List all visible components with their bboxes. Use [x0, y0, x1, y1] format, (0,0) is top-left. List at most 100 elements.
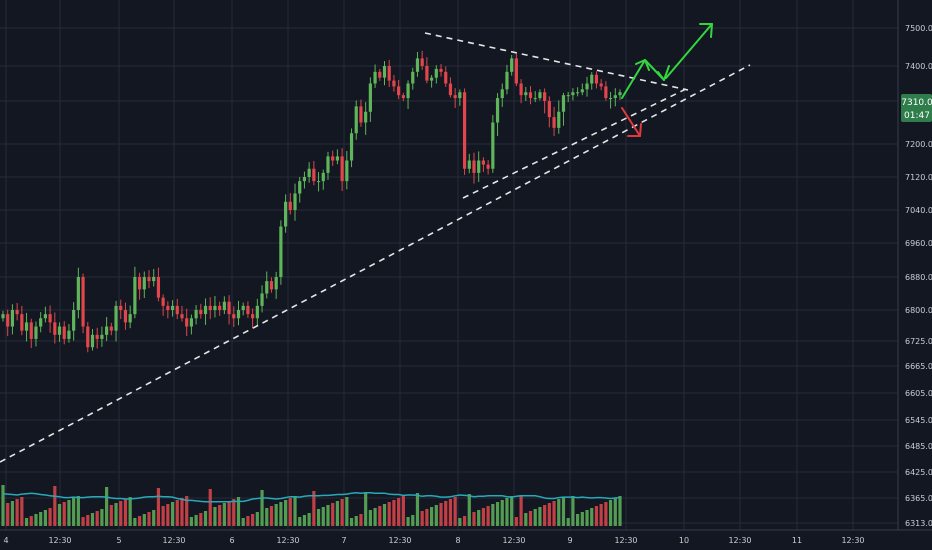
candle-body — [359, 106, 363, 123]
candle-body — [175, 305, 179, 315]
arrow-down-head — [627, 123, 642, 137]
volume-bar — [81, 517, 85, 526]
volume-bar — [218, 505, 222, 526]
candle-body — [39, 318, 43, 327]
volume-bar — [302, 515, 307, 526]
candle-body — [265, 281, 269, 294]
volume-bar — [547, 503, 551, 526]
candle-body — [495, 98, 500, 123]
volume-bar — [57, 504, 62, 526]
volume-bar — [364, 492, 368, 526]
candle-body — [420, 58, 424, 66]
volume-bar — [486, 506, 490, 526]
candle-body — [608, 98, 613, 100]
candle-body — [453, 95, 457, 99]
volume-bar — [100, 509, 104, 526]
candle-body — [552, 117, 556, 128]
x-tick-label: 9 — [567, 536, 572, 545]
candle-body — [218, 305, 222, 310]
volume-bar — [580, 512, 584, 526]
candle-body — [373, 71, 377, 84]
volume-bar — [538, 507, 542, 526]
arrow-breakout-path — [665, 23, 713, 79]
candle-body — [557, 111, 561, 128]
candle-body — [152, 277, 156, 282]
volume-bar — [448, 499, 453, 526]
volume-bar — [194, 515, 198, 526]
volume-bar — [119, 501, 123, 526]
candle-body — [24, 322, 29, 331]
candle-body — [613, 95, 617, 99]
volume-bar — [86, 515, 90, 526]
candle-body — [20, 314, 24, 331]
volume-bar — [20, 497, 24, 526]
volume-bar — [590, 508, 594, 526]
volume-bar — [279, 502, 283, 526]
candle-body — [208, 305, 212, 310]
candle-body — [316, 181, 321, 183]
volume-bar — [147, 512, 151, 526]
x-tick-label: 12:30 — [841, 536, 864, 545]
volume-bar — [359, 514, 363, 526]
candle-body — [227, 301, 231, 315]
volume-bar — [331, 503, 335, 526]
candle-body — [331, 156, 335, 161]
candle-body — [439, 68, 443, 72]
volume-bar — [552, 501, 556, 526]
candle-body — [203, 305, 208, 315]
candle-body — [345, 160, 349, 182]
candle-body — [48, 314, 52, 323]
volume-bar — [420, 511, 424, 526]
candle-body — [590, 74, 594, 84]
volume-bar — [467, 494, 471, 526]
candle-body — [189, 318, 193, 327]
candle-layer — [1, 50, 622, 353]
volume-ma-line — [2, 492, 621, 503]
candle-body — [288, 201, 292, 210]
volume-bar — [288, 498, 292, 526]
candle-body — [119, 305, 123, 310]
volume-bar — [109, 505, 113, 526]
volume-bar — [397, 498, 401, 526]
x-tick-label: 11 — [792, 536, 802, 545]
volume-bar — [166, 504, 170, 526]
volume-bar — [232, 499, 236, 526]
price-label: 7310.0 01:47 — [901, 94, 932, 122]
arrow-retest-head — [657, 65, 670, 81]
volume-bar — [491, 504, 495, 526]
volume-bar — [29, 516, 33, 526]
volume-bar — [142, 514, 146, 526]
volume-bar — [387, 502, 391, 526]
candle-body — [6, 314, 10, 327]
volume-bar — [335, 501, 340, 526]
x-tick-label: 4 — [3, 536, 8, 545]
candle-body — [142, 277, 146, 290]
volume-bar — [39, 512, 43, 526]
y-tick-label: 6313.0 — [905, 519, 932, 528]
x-axis[interactable]: 4 12:30 5 12:30 6 12:30 7 12:30 8 12:30 9 12:30 10 12… — [3, 536, 864, 545]
candle-body — [467, 160, 471, 169]
y-tick-label: 7200.0 — [905, 140, 932, 149]
candle-body — [599, 83, 603, 87]
volume-bar — [105, 487, 109, 526]
volume-bar — [434, 505, 438, 526]
candle-body — [533, 98, 537, 100]
volume-bar — [170, 502, 175, 526]
arrow-up-head-1 — [635, 59, 650, 71]
candle-body — [86, 326, 90, 348]
candle-body — [302, 177, 307, 182]
volume-bar — [349, 518, 354, 526]
x-tick-label: 10 — [679, 536, 689, 545]
candle-body — [458, 92, 462, 99]
volume-bar — [260, 490, 264, 526]
arrow-breakout-head — [699, 23, 713, 38]
price-label-countdown: 01:47 — [904, 111, 930, 121]
y-tick-label: 6485.0 — [905, 442, 932, 451]
volume-bar — [180, 498, 184, 526]
volume-bar — [175, 500, 179, 526]
candle-body — [283, 201, 288, 227]
candle-body — [76, 277, 80, 310]
volume-bar — [90, 513, 95, 526]
volume-bar — [510, 496, 514, 526]
